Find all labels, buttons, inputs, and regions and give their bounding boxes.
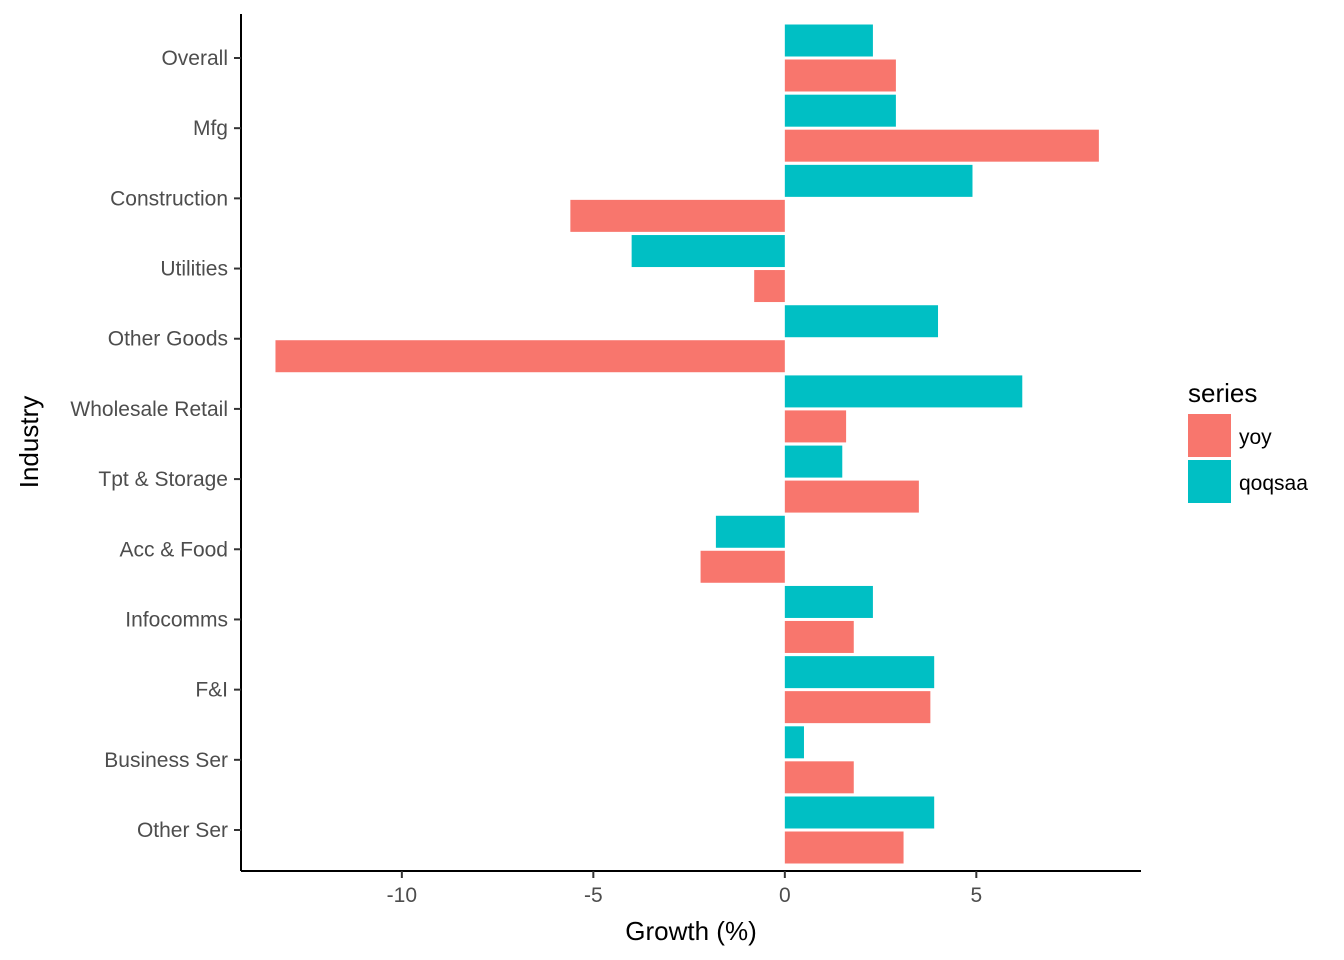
bar-yoy-3 [754,270,785,303]
x-tick-label-1: -5 [584,884,603,907]
bar-qoqsaa-2 [784,164,973,197]
legend-key-yoy [1188,414,1231,457]
legend-label-yoy: yoy [1239,426,1272,449]
bar-yoy-9 [784,691,931,724]
y-tick-label-8: Infocomms [125,608,228,631]
x-tick-label-3: 5 [970,884,982,907]
y-axis-ticks: Overall Mfg Construction Utilities Other Goo… [70,47,241,842]
bar-qoqsaa-8 [784,585,873,618]
y-tick-label-1: Mfg [193,117,228,140]
bar-yoy-2 [570,199,785,232]
y-tick-label-2: Construction [110,187,228,210]
bar-yoy-6 [784,480,919,513]
y-axis-title: Industry [14,396,44,489]
bar-yoy-0 [784,59,896,92]
bar-yoy-10 [784,761,854,794]
bar-qoqsaa-4 [784,305,939,338]
y-tick-label-6: Tpt & Storage [98,468,228,491]
bar-qoqsaa-10 [784,726,804,759]
bar-qoqsaa-6 [784,445,843,478]
y-tick-label-5: Wholesale Retail [70,398,228,421]
bar-qoqsaa-11 [784,796,935,829]
bar-yoy-7 [700,550,785,583]
y-tick-label-7: Acc & Food [119,538,228,561]
bar-yoy-4 [275,340,785,373]
x-axis-ticks: -10 -5 0 5 [387,871,982,907]
bar-qoqsaa-1 [784,94,896,127]
bar-yoy-5 [784,410,847,443]
legend: series yoy qoqsaa [1188,378,1308,503]
legend-title: series [1188,378,1257,408]
legend-label-qoqsaa: qoqsaa [1239,472,1308,495]
y-tick-label-9: F&I [195,679,228,702]
bar-qoqsaa-3 [631,235,785,268]
x-axis-title: Growth (%) [625,916,756,946]
bar-qoqsaa-5 [784,375,1023,408]
bar-qoqsaa-9 [784,656,935,689]
bars-layer [275,24,1099,864]
y-tick-label-3: Utilities [160,258,228,281]
bar-yoy-8 [784,620,854,653]
y-tick-label-4: Other Goods [108,328,228,351]
bar-yoy-1 [784,129,1099,162]
x-tick-label-0: -10 [387,884,417,907]
y-tick-label-0: Overall [161,47,228,70]
y-tick-label-10: Business Ser [104,749,228,772]
y-tick-label-11: Other Ser [137,819,228,842]
legend-key-qoqsaa [1188,460,1231,503]
x-tick-label-2: 0 [779,884,791,907]
bar-yoy-11 [784,831,904,864]
bar-qoqsaa-0 [784,24,873,57]
bar-qoqsaa-7 [715,515,785,548]
legend-items: yoy qoqsaa [1188,414,1308,503]
